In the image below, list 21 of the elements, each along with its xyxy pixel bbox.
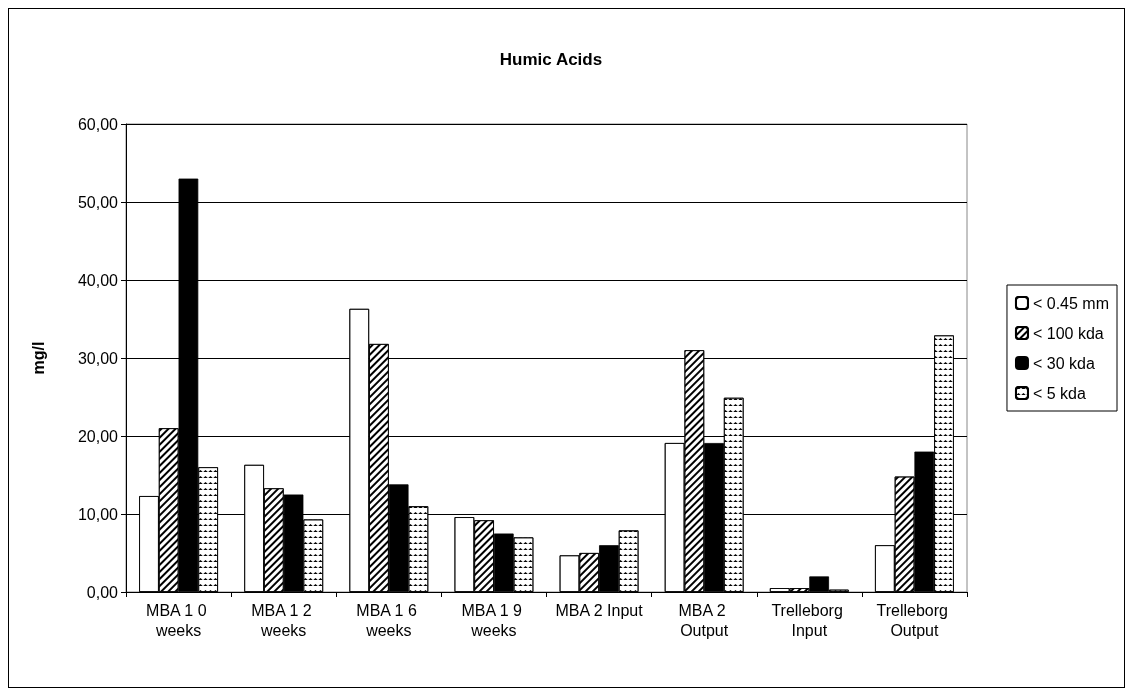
y-tick-label: 10,00: [77, 505, 119, 523]
y-tick-label: 50,00: [77, 193, 119, 211]
y-tick-label: 60,00: [77, 115, 119, 133]
x-tick-label: MBA 1 6 weeks: [356, 601, 422, 639]
legend-label: < 0.45 mm: [1032, 294, 1109, 312]
legend-label: < 100 kda: [1032, 324, 1104, 342]
x-tick-label: MBA 2 Output: [678, 601, 730, 639]
y-tick-label: 20,00: [77, 427, 119, 445]
x-tick-label: MBA 1 0 weeks: [146, 601, 212, 639]
y-tick-label: 40,00: [77, 271, 119, 289]
legend-label: < 30 kda: [1032, 354, 1095, 372]
x-tick-label: MBA 1 9 weeks: [461, 601, 527, 639]
legend-label: < 5 kda: [1032, 384, 1086, 402]
x-tick-label: MBA 2 Input: [555, 601, 644, 619]
y-tick-label: 0,00: [86, 583, 119, 601]
x-tick-label: Trelleborg Output: [876, 601, 953, 639]
y-tick-label: 30,00: [77, 349, 119, 367]
x-tick-label: MBA 1 2 weeks: [251, 601, 317, 639]
chart-title: Humic Acids: [499, 50, 603, 69]
y-axis-title: mg/l: [29, 341, 47, 375]
x-tick-label: Trelleborg Input: [771, 601, 848, 639]
